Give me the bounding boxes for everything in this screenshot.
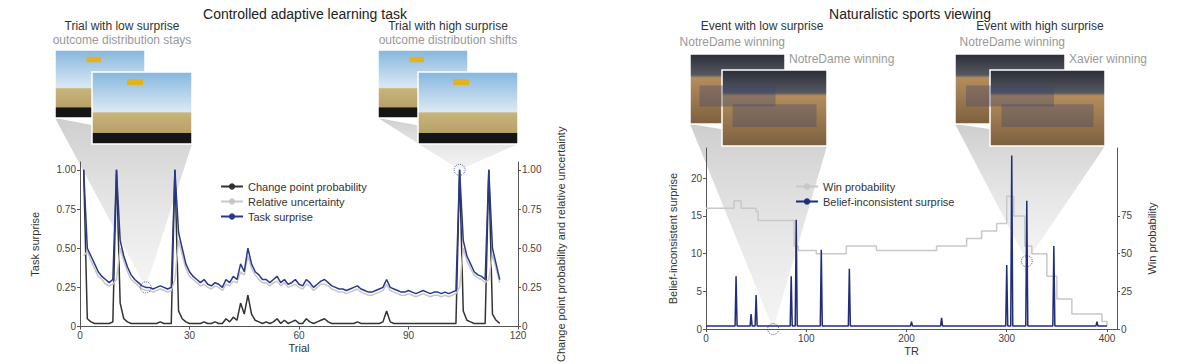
svg-text:10: 10 bbox=[691, 248, 703, 259]
svg-text:75: 75 bbox=[1121, 210, 1133, 221]
svg-text:Belief-inconsistent surprise: Belief-inconsistent surprise bbox=[667, 173, 679, 304]
svg-text:NotreDame winning: NotreDame winning bbox=[789, 52, 894, 66]
svg-text:0: 0 bbox=[1121, 324, 1127, 335]
svg-text:0: 0 bbox=[70, 321, 76, 332]
svg-text:Win probability: Win probability bbox=[1146, 202, 1158, 275]
svg-text:90: 90 bbox=[403, 330, 415, 341]
svg-text:5: 5 bbox=[696, 286, 702, 297]
svg-text:Relative uncertainty: Relative uncertainty bbox=[248, 196, 345, 208]
svg-text:60: 60 bbox=[293, 330, 305, 341]
svg-text:Event with high surprise: Event with high surprise bbox=[976, 19, 1104, 33]
svg-text:Naturalistic sports viewing: Naturalistic sports viewing bbox=[829, 6, 991, 22]
svg-text:TR: TR bbox=[904, 345, 919, 357]
svg-text:15: 15 bbox=[691, 210, 703, 221]
svg-text:outcome distribution shifts: outcome distribution shifts bbox=[379, 33, 518, 47]
svg-text:30: 30 bbox=[184, 330, 196, 341]
svg-text:Trial with high surprise: Trial with high surprise bbox=[388, 19, 508, 33]
svg-text:Win probability: Win probability bbox=[823, 181, 896, 193]
svg-text:Controlled adaptive learning t: Controlled adaptive learning task bbox=[203, 6, 408, 22]
svg-text:0: 0 bbox=[522, 321, 528, 333]
svg-text:1.00: 1.00 bbox=[522, 164, 542, 175]
svg-text:50: 50 bbox=[1121, 248, 1133, 259]
svg-text:1.00: 1.00 bbox=[57, 164, 77, 175]
svg-text:400: 400 bbox=[1099, 333, 1116, 344]
svg-text:0.75: 0.75 bbox=[522, 204, 542, 215]
svg-text:Trial: Trial bbox=[289, 342, 310, 354]
svg-text:Task surprise: Task surprise bbox=[29, 212, 41, 277]
svg-text:Trial with low surprise: Trial with low surprise bbox=[65, 19, 180, 33]
svg-text:25: 25 bbox=[1121, 286, 1133, 297]
svg-text:Change point probability and r: Change point probability and relative un… bbox=[555, 126, 567, 362]
svg-text:Belief-inconsistent surprise: Belief-inconsistent surprise bbox=[823, 196, 954, 208]
svg-text:200: 200 bbox=[898, 333, 915, 344]
svg-text:0: 0 bbox=[696, 324, 702, 335]
svg-text:NotreDame winning: NotreDame winning bbox=[680, 35, 785, 49]
svg-text:0: 0 bbox=[703, 333, 709, 344]
svg-text:Event with low surprise: Event with low surprise bbox=[701, 19, 824, 33]
svg-text:NotreDame winning: NotreDame winning bbox=[960, 35, 1065, 49]
svg-text:0: 0 bbox=[77, 330, 83, 341]
svg-text:Change point probability: Change point probability bbox=[248, 181, 367, 193]
svg-text:0.50: 0.50 bbox=[57, 243, 77, 254]
svg-text:outcome distribution stays: outcome distribution stays bbox=[53, 33, 192, 47]
svg-text:20: 20 bbox=[691, 173, 703, 184]
svg-text:0.75: 0.75 bbox=[57, 204, 77, 215]
svg-text:0.25: 0.25 bbox=[57, 282, 77, 293]
svg-text:0.25: 0.25 bbox=[522, 282, 542, 293]
svg-text:100: 100 bbox=[798, 333, 815, 344]
svg-text:Xavier winning: Xavier winning bbox=[1069, 52, 1147, 66]
svg-text:0.50: 0.50 bbox=[522, 243, 542, 254]
svg-text:300: 300 bbox=[998, 333, 1015, 344]
svg-text:120: 120 bbox=[510, 330, 527, 341]
svg-text:Task surprise: Task surprise bbox=[248, 211, 313, 223]
